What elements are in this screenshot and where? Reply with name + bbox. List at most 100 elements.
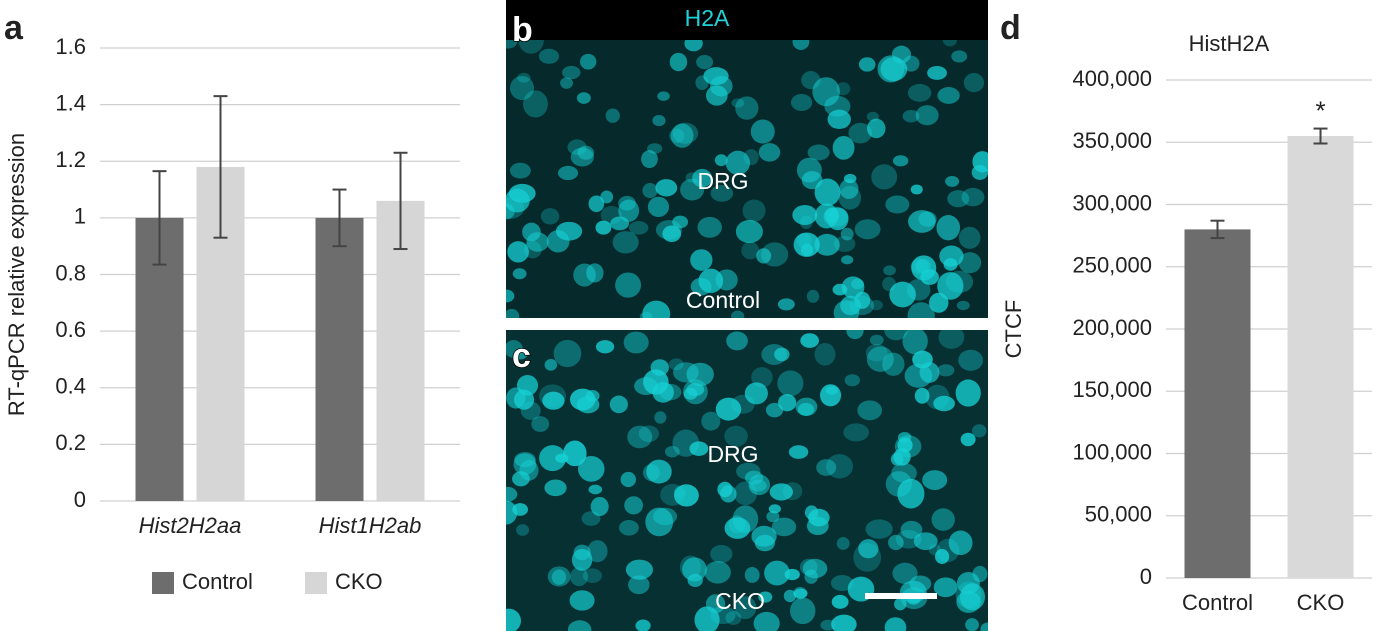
legend-swatch xyxy=(152,572,174,594)
error-bar xyxy=(152,170,167,266)
cell xyxy=(754,534,775,552)
cell xyxy=(539,445,567,472)
cell xyxy=(557,165,579,181)
cells xyxy=(506,330,988,631)
cell xyxy=(507,241,529,263)
y-tick-label: 0.4 xyxy=(55,374,86,399)
cell xyxy=(523,90,548,118)
cell xyxy=(806,289,820,303)
cell xyxy=(506,608,521,631)
cell xyxy=(790,597,816,625)
cell xyxy=(869,300,883,311)
cell xyxy=(907,302,935,318)
cell xyxy=(838,186,862,210)
bar xyxy=(1184,229,1251,578)
cell xyxy=(902,109,920,123)
cell xyxy=(888,534,904,551)
cell xyxy=(664,445,680,458)
cell xyxy=(518,40,544,54)
cell xyxy=(647,196,670,217)
cell xyxy=(687,573,703,587)
cell xyxy=(686,362,714,387)
cell xyxy=(820,384,842,407)
cell xyxy=(590,496,609,517)
cell xyxy=(799,215,813,229)
image-label: DRG xyxy=(697,168,748,194)
cell xyxy=(857,400,883,421)
cell xyxy=(802,558,828,579)
cell xyxy=(907,83,932,102)
cell xyxy=(771,517,797,537)
panel-label: a xyxy=(4,9,24,47)
y-tick-label: 150,000 xyxy=(1072,377,1152,402)
cell xyxy=(792,205,818,225)
cell xyxy=(600,205,622,225)
cell xyxy=(618,199,640,222)
cell xyxy=(509,75,535,101)
cell xyxy=(643,369,669,395)
cell xyxy=(827,109,851,130)
cell xyxy=(672,215,689,229)
cell xyxy=(686,383,705,397)
cell xyxy=(882,352,905,376)
image-label: DRG xyxy=(707,441,758,467)
cell xyxy=(576,396,600,414)
cell xyxy=(915,105,939,126)
cell xyxy=(768,504,781,514)
cell xyxy=(680,178,705,201)
cell xyxy=(793,588,808,599)
cell xyxy=(576,92,591,104)
image-header: H2A xyxy=(685,5,730,31)
cell xyxy=(956,590,981,613)
cell xyxy=(570,567,589,587)
cell xyxy=(674,484,699,507)
error-bar xyxy=(1210,219,1225,240)
cell xyxy=(724,425,748,447)
cell xyxy=(717,481,733,498)
y-tick-label: 0.6 xyxy=(55,317,86,342)
cell xyxy=(542,391,565,410)
cell xyxy=(841,255,854,265)
cell xyxy=(731,98,745,108)
y-tick-label: 200,000 xyxy=(1072,315,1152,340)
cell xyxy=(577,145,595,160)
cell xyxy=(777,394,797,412)
cell xyxy=(891,463,917,483)
cell xyxy=(758,143,781,162)
cell xyxy=(843,423,870,442)
cell xyxy=(588,484,603,495)
cell xyxy=(526,232,549,252)
cells xyxy=(506,40,988,318)
cell xyxy=(605,108,620,123)
cell xyxy=(758,591,773,603)
error-bar xyxy=(393,151,408,251)
panel-label: d xyxy=(1000,9,1021,47)
cell xyxy=(690,249,713,271)
y-axis-label: RT-qPCR relative expression xyxy=(4,133,29,416)
cell xyxy=(925,384,950,410)
cell xyxy=(814,178,841,207)
cell xyxy=(714,154,728,167)
cell xyxy=(553,339,582,368)
cell xyxy=(595,220,612,235)
cell xyxy=(512,268,527,280)
cell xyxy=(937,364,955,377)
cell xyxy=(710,606,736,625)
cell xyxy=(832,136,855,160)
cell xyxy=(571,548,593,571)
cell xyxy=(927,65,947,80)
cell xyxy=(546,230,570,253)
panel-label: b xyxy=(512,11,533,49)
y-tick-label: 1.6 xyxy=(55,34,86,59)
cell xyxy=(971,424,987,438)
cell xyxy=(892,562,918,584)
cell xyxy=(797,402,815,416)
cell xyxy=(937,87,960,104)
cell xyxy=(517,72,531,83)
cell xyxy=(831,614,857,631)
cell xyxy=(958,226,981,249)
cell xyxy=(908,210,936,233)
cell xyxy=(748,474,771,496)
cell xyxy=(800,243,814,257)
cell xyxy=(710,544,733,564)
